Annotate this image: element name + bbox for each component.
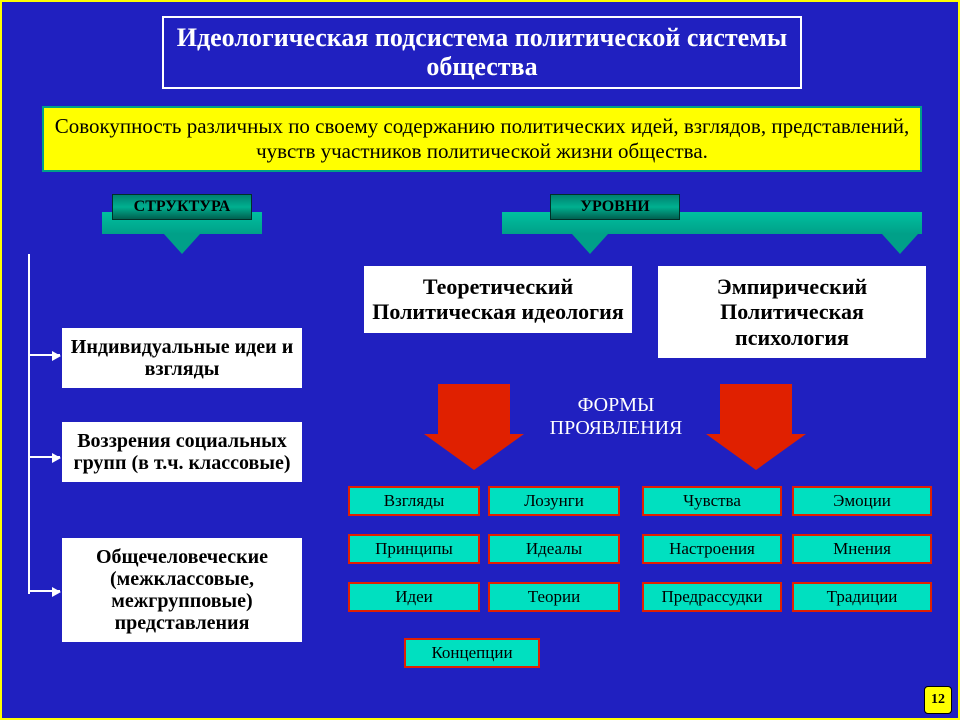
page-number: 12 — [924, 686, 952, 714]
right-tag-r2-c1: Традиции — [792, 582, 932, 612]
structure-connector-arrow-1 — [28, 354, 60, 356]
left-tag-extra: Концепции — [404, 638, 540, 668]
levels-arrow-head-right — [882, 234, 918, 254]
structure-item-3: Общечеловеческие (межклассовые, межгрупп… — [62, 538, 302, 642]
left-tag-r1-c0: Принципы — [348, 534, 480, 564]
title-box: Идеологическая подсистема политической с… — [162, 16, 802, 89]
levels-header: УРОВНИ — [550, 194, 680, 220]
left-tag-r0-c1: Лозунги — [488, 486, 620, 516]
right-tag-r2-c0: Предрассудки — [642, 582, 782, 612]
right-tag-r0-c1: Эмоции — [792, 486, 932, 516]
structure-connector-arrow-3 — [28, 590, 60, 592]
structure-arrow-head — [164, 234, 200, 254]
left-tag-r2-c1: Теории — [488, 582, 620, 612]
forms-label: ФОРМЫ ПРОЯВЛЕНИЯ — [536, 394, 696, 440]
left-tag-r1-c1: Идеалы — [488, 534, 620, 564]
definition-box: Совокупность различных по своему содержа… — [42, 106, 922, 172]
level-box-empirical: Эмпирический Политическая психология — [658, 266, 926, 358]
right-tag-r1-c1: Мнения — [792, 534, 932, 564]
structure-connector-arrow-2 — [28, 456, 60, 458]
structure-item-1: Индивидуальные идеи и взгляды — [62, 328, 302, 388]
right-tag-r1-c0: Настроения — [642, 534, 782, 564]
structure-item-2: Воззрения социальных групп (в т.ч. класс… — [62, 422, 302, 482]
forms-arrow-left — [424, 384, 524, 470]
left-tag-r0-c0: Взгляды — [348, 486, 480, 516]
left-tag-r2-c0: Идеи — [348, 582, 480, 612]
structure-header: СТРУКТУРА — [112, 194, 252, 220]
right-tag-r0-c0: Чувства — [642, 486, 782, 516]
forms-arrow-right — [706, 384, 806, 470]
structure-connector-vline — [28, 254, 30, 594]
levels-arrow-head-left — [572, 234, 608, 254]
level-box-theoretical: Теоретический Политическая идеология — [364, 266, 632, 333]
